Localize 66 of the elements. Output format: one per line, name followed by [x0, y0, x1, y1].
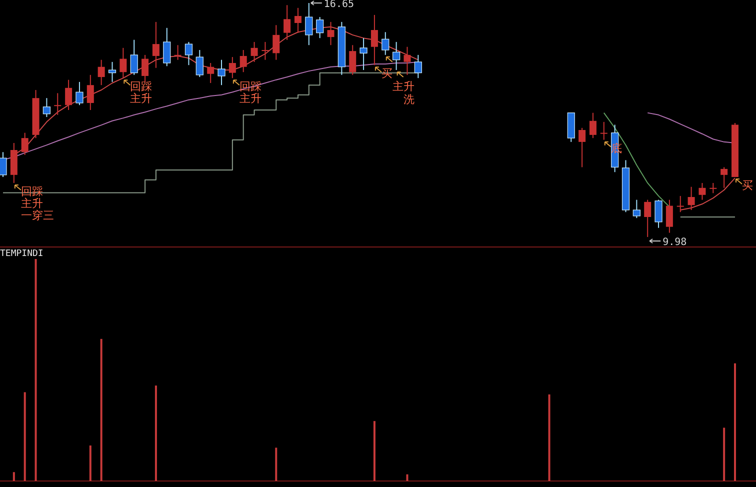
- candlestick: [86, 74, 94, 110]
- candlestick: [152, 21, 160, 68]
- candlestick: [120, 47, 127, 79]
- bar: [12, 472, 15, 481]
- chart-title: TEMPINDI: [0, 249, 44, 259]
- bar: [24, 392, 26, 481]
- text: 买: [742, 179, 753, 192]
- candlestick: [382, 32, 390, 56]
- candlestick: [654, 199, 662, 228]
- candlestick: [65, 79, 72, 110]
- candlestick: [578, 127, 586, 168]
- candlestick: [392, 41, 400, 71]
- bar: [548, 394, 550, 481]
- candlestick: [218, 59, 226, 86]
- candlestick: [54, 92, 62, 116]
- bar: [373, 421, 376, 481]
- candlestick: [316, 16, 324, 39]
- candlestick: [305, 2, 313, 46]
- candlestick: [666, 199, 673, 234]
- candlestick: [644, 199, 652, 238]
- candlestick: [142, 54, 149, 82]
- candlestick: [327, 21, 334, 46]
- candlestick: [272, 24, 280, 60]
- candlestick: [404, 46, 411, 76]
- candlestick: [632, 199, 640, 219]
- candlestick: [676, 195, 684, 213]
- candlestick: [589, 112, 596, 139]
- text: 洗: [403, 93, 414, 106]
- candlestick: [698, 182, 706, 200]
- candlestick: [370, 14, 378, 66]
- candlestick: [720, 166, 728, 188]
- candlestick: [76, 81, 84, 106]
- candlestick: [688, 186, 695, 210]
- candlestick: [349, 44, 356, 76]
- candlestick: [294, 7, 302, 34]
- candlestick: [228, 56, 236, 79]
- candlestick: [284, 4, 291, 40]
- candlestick: [207, 62, 214, 84]
- text: 回踩主升: [130, 80, 152, 106]
- text: 主升: [392, 80, 414, 94]
- bar: [100, 338, 102, 481]
- annotation: 9.98: [662, 237, 687, 248]
- bar: [89, 445, 92, 481]
- candlestick: [196, 50, 204, 78]
- candlestick: [360, 38, 368, 71]
- bar: [34, 259, 37, 481]
- candlestick: [163, 27, 171, 67]
- candlestick: [250, 41, 258, 62]
- candlestick: [0, 152, 7, 178]
- candlestick: [262, 41, 269, 60]
- candlestick: [108, 61, 116, 82]
- candlestick: [184, 41, 193, 66]
- candlestick: [98, 59, 105, 86]
- candlestick: [21, 132, 28, 156]
- candlestick: [710, 182, 717, 194]
- candlestick: [130, 39, 138, 76]
- bar: [275, 448, 278, 481]
- candlestick: [600, 121, 608, 140]
- candlestick: [414, 54, 422, 79]
- bar: [734, 363, 736, 481]
- candlestick: [42, 98, 50, 118]
- bar: [723, 428, 726, 481]
- bar: [406, 474, 408, 481]
- candlestick: [174, 44, 182, 60]
- bar: [154, 386, 157, 481]
- candlestick: [240, 50, 247, 73]
